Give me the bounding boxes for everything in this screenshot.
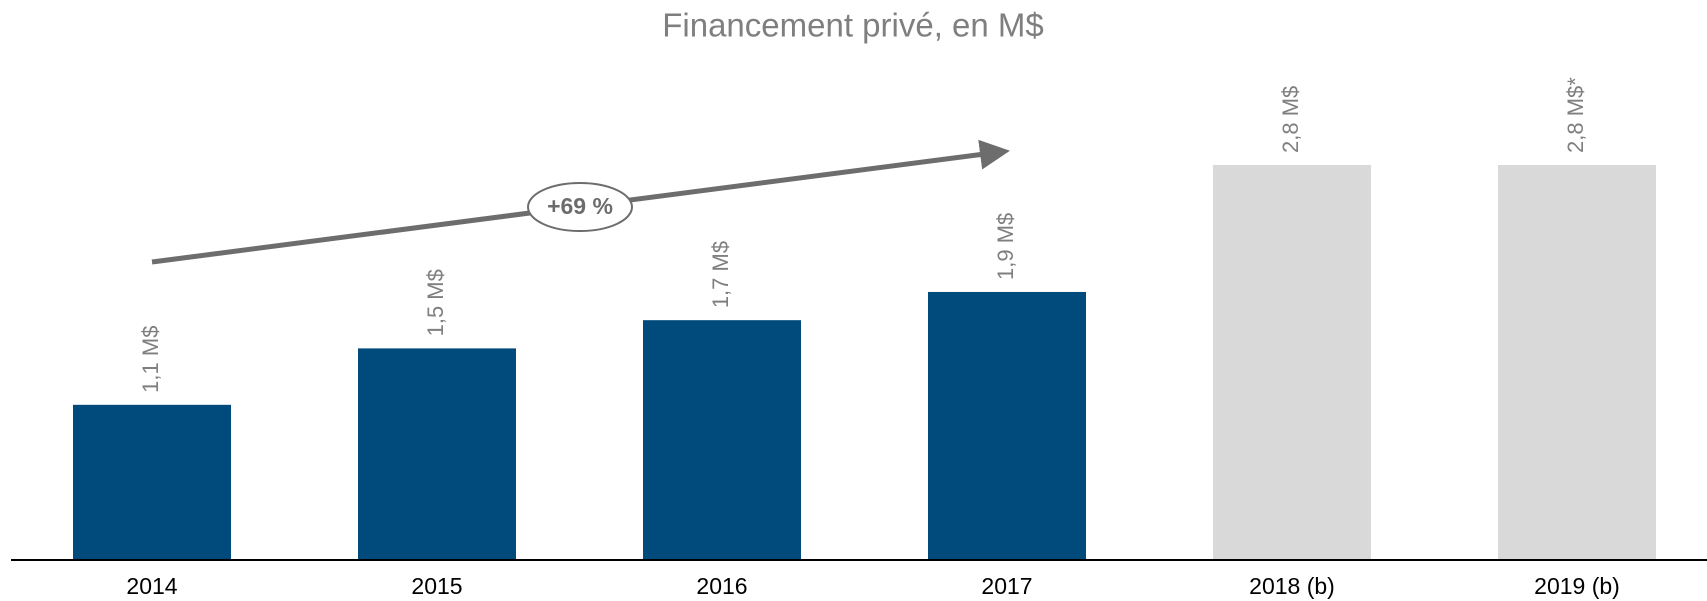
data-label: 1,1 M$	[138, 326, 163, 393]
bar	[1213, 165, 1371, 560]
bar	[928, 291, 1086, 560]
x-tick-label: 2016	[696, 573, 747, 599]
bar	[358, 348, 516, 560]
data-label: 2,8 M$*	[1563, 77, 1588, 153]
x-tick-label: 2018 (b)	[1249, 573, 1335, 599]
x-tick-label: 2019 (b)	[1534, 573, 1620, 599]
annotation: +69 %	[547, 193, 613, 219]
data-label: 1,9 M$	[993, 213, 1018, 280]
data-label: 1,5 M$	[423, 269, 448, 336]
annotation-bubble	[527, 182, 633, 232]
x-tick-label: 2014	[126, 573, 177, 599]
chart-title: Financement privé, en M$	[662, 7, 1044, 44]
bar	[1498, 165, 1656, 560]
data-label: 2,8 M$	[1278, 86, 1303, 153]
x-tick-label: 2015	[411, 573, 462, 599]
x-tick-label: 2017	[981, 573, 1032, 599]
bar	[73, 404, 231, 560]
data-label: 1,7 M$	[708, 241, 733, 308]
bar	[643, 320, 801, 560]
